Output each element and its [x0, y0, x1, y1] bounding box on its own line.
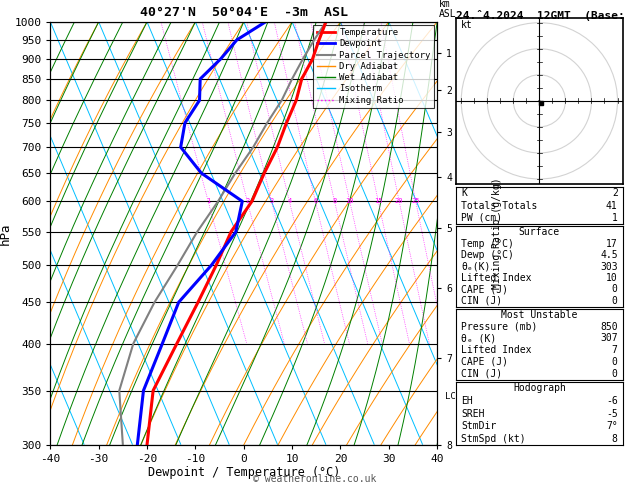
Text: 850: 850 [600, 322, 618, 332]
Text: 6: 6 [313, 198, 318, 204]
Text: 0: 0 [612, 369, 618, 379]
Text: 3: 3 [269, 198, 274, 204]
Text: SREH: SREH [461, 409, 484, 418]
Text: 20: 20 [395, 198, 403, 204]
Text: Mixing Ratio (g/kg): Mixing Ratio (g/kg) [492, 177, 502, 289]
Text: kt: kt [461, 20, 473, 30]
Text: 15: 15 [374, 198, 382, 204]
Text: 24.̂4.2024  12GMT  (Base: 18): 24.̂4.2024 12GMT (Base: 18) [456, 10, 629, 21]
Text: 25: 25 [411, 198, 420, 204]
Legend: Temperature, Dewpoint, Parcel Trajectory, Dry Adiabat, Wet Adiabat, Isotherm, Mi: Temperature, Dewpoint, Parcel Trajectory… [313, 25, 435, 108]
Text: CIN (J): CIN (J) [461, 296, 502, 306]
Text: K: K [461, 188, 467, 198]
Text: 303: 303 [600, 261, 618, 272]
Text: 1: 1 [206, 198, 210, 204]
Text: PW (cm): PW (cm) [461, 213, 502, 223]
Text: Dewp (°C): Dewp (°C) [461, 250, 514, 260]
Text: 8: 8 [612, 434, 618, 444]
Text: CAPE (J): CAPE (J) [461, 357, 508, 367]
Text: 2: 2 [245, 198, 250, 204]
Text: 1: 1 [612, 213, 618, 223]
Text: © weatheronline.co.uk: © weatheronline.co.uk [253, 473, 376, 484]
Y-axis label: hPa: hPa [0, 222, 11, 244]
Text: -5: -5 [606, 409, 618, 418]
Text: Hodograph: Hodograph [513, 383, 566, 393]
Text: Lifted Index: Lifted Index [461, 345, 532, 355]
Text: CAPE (J): CAPE (J) [461, 284, 508, 295]
Text: θₑ(K): θₑ(K) [461, 261, 491, 272]
Text: 0: 0 [612, 296, 618, 306]
Title: 40°27'N  50°04'E  -3m  ASL: 40°27'N 50°04'E -3m ASL [140, 6, 348, 19]
Text: Surface: Surface [519, 227, 560, 237]
Text: 10: 10 [606, 273, 618, 283]
Text: 10: 10 [345, 198, 354, 204]
Text: km
ASL: km ASL [439, 0, 457, 19]
Text: 0: 0 [612, 284, 618, 295]
Text: 4.5: 4.5 [600, 250, 618, 260]
Text: 17: 17 [606, 239, 618, 249]
Text: -6: -6 [606, 396, 618, 406]
Text: Temp (°C): Temp (°C) [461, 239, 514, 249]
Text: Totals Totals: Totals Totals [461, 201, 537, 210]
Text: Lifted Index: Lifted Index [461, 273, 532, 283]
Text: EH: EH [461, 396, 473, 406]
Text: Most Unstable: Most Unstable [501, 310, 577, 320]
Text: 0: 0 [612, 357, 618, 367]
Text: Pressure (mb): Pressure (mb) [461, 322, 537, 332]
Text: CIN (J): CIN (J) [461, 369, 502, 379]
Text: 2: 2 [612, 188, 618, 198]
Text: 8: 8 [332, 198, 337, 204]
Text: LCL: LCL [445, 392, 461, 401]
Text: 7°: 7° [606, 421, 618, 431]
Text: 7: 7 [612, 345, 618, 355]
X-axis label: Dewpoint / Temperature (°C): Dewpoint / Temperature (°C) [148, 467, 340, 480]
Text: θₑ (K): θₑ (K) [461, 333, 496, 344]
Text: StmSpd (kt): StmSpd (kt) [461, 434, 526, 444]
Text: StmDir: StmDir [461, 421, 496, 431]
Text: 307: 307 [600, 333, 618, 344]
Text: 41: 41 [606, 201, 618, 210]
Text: 4: 4 [287, 198, 291, 204]
